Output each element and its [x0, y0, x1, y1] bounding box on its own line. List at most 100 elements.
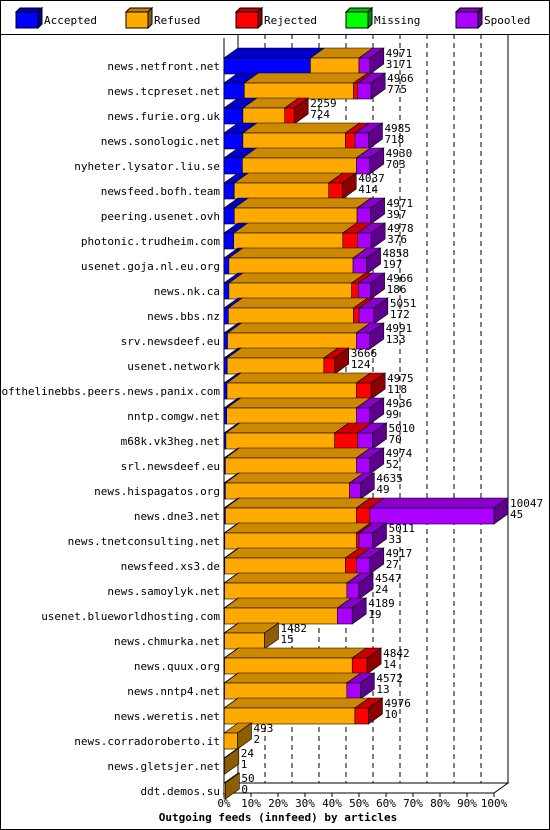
- bar-top-refused: [243, 72, 369, 84]
- bar-srv-newsdeef-eu: [223, 322, 385, 350]
- bar-segment-accepted: [223, 357, 228, 375]
- offered-value-label: 1482: [281, 622, 308, 635]
- bar-segment-accepted: [223, 332, 228, 350]
- legend-item-refused: Refused: [124, 6, 200, 30]
- x-tick-label: 80%: [430, 797, 450, 810]
- accepted-value-label: 703: [386, 158, 406, 171]
- bar-side: [366, 247, 381, 275]
- accepted-value-label: 118: [387, 383, 407, 396]
- bar-segment-accepted: [223, 307, 229, 325]
- bar-segment-accepted: [223, 132, 244, 150]
- bar-segment-spooled: [346, 682, 361, 700]
- offered-value-label: 4974: [386, 447, 413, 460]
- legend-label: Refused: [154, 14, 200, 27]
- bar-top-refused: [233, 172, 344, 184]
- bar-side: [358, 572, 374, 600]
- bar-top-refused: [227, 247, 368, 259]
- category-label: m68k.vk3heg.net: [121, 435, 220, 448]
- bar-segment-refused: [224, 532, 357, 550]
- category-label: srl.newsdeef.eu: [121, 460, 220, 473]
- bar-segment-rejected: [351, 657, 368, 675]
- bar-segment-spooled: [352, 257, 367, 275]
- bar-top-refused: [224, 472, 365, 484]
- legend-swatch-accepted: [15, 11, 39, 29]
- bar-news-furie-org-uk: [223, 97, 310, 125]
- bar-newsfeed-xs3-de: [223, 547, 385, 575]
- bar-segment-spooled: [356, 207, 371, 225]
- category-label: news.chmurka.net: [114, 635, 220, 648]
- bar-segment-accepted: [223, 107, 244, 125]
- bar-segment-refused: [226, 382, 357, 400]
- legend-item-accepted: Accepted: [14, 6, 97, 30]
- bar-news-bbs-nz: [223, 297, 389, 325]
- bar-news-chmurka-net: [223, 622, 280, 650]
- bar-top-refused: [223, 547, 361, 559]
- legend-label: Accepted: [44, 14, 97, 27]
- category-label: news.nntp4.net: [127, 685, 220, 698]
- x-axis-title: Outgoing feeds (innfeed) by articles: [159, 811, 397, 824]
- offered-value-label: 4037: [358, 172, 385, 185]
- bar-segment-spooled: [358, 57, 371, 75]
- bar-segment-spooled: [349, 482, 361, 500]
- accepted-value-label: 52: [386, 458, 399, 471]
- bar-top-refused: [227, 272, 367, 284]
- bar-side: [370, 372, 386, 400]
- offered-value-label: 4966: [387, 72, 414, 85]
- offered-value-label: 4971: [387, 197, 414, 210]
- bar-top-refused: [223, 697, 370, 709]
- bar-top-refused: [226, 347, 339, 359]
- category-label: usenet.goja.nl.eu.org: [81, 260, 220, 273]
- offered-value-label: 4842: [383, 647, 410, 660]
- x-tick-label: 20%: [268, 797, 288, 810]
- bar-segment-refused: [224, 582, 348, 600]
- legend-label: Spooled: [484, 14, 530, 27]
- bar-segment-rejected: [355, 382, 372, 400]
- category-label: peering.usenet.ovh: [101, 210, 220, 223]
- bar-side: [370, 272, 385, 300]
- bar-top-refused: [223, 522, 372, 534]
- accepted-value-label: 70: [389, 433, 402, 446]
- bar-side: [370, 222, 386, 250]
- x-tick-label: 40%: [322, 797, 342, 810]
- bar-segment-accepted: [223, 382, 228, 400]
- bar-segment-refused: [228, 282, 353, 300]
- offered-value-label: 4547: [375, 572, 402, 585]
- bar-photonic-trudheim-com: [223, 222, 387, 250]
- accepted-value-label: 49: [376, 483, 389, 496]
- x-tick-label: 10%: [241, 797, 261, 810]
- bar-top-refused: [223, 647, 368, 659]
- bar-segment-refused: [242, 157, 357, 175]
- bar-segment-accepted: [223, 257, 230, 275]
- bar-segment-refused: [233, 232, 344, 250]
- offered-value-label: 4936: [386, 397, 413, 410]
- bars: [223, 47, 509, 800]
- bar-top-refused: [227, 297, 369, 309]
- bar-side: [372, 522, 387, 550]
- bar-news-weretis-net: [223, 697, 384, 725]
- bar-segment-spooled: [337, 607, 353, 625]
- accepted-value-label: 1: [241, 758, 248, 771]
- bar-top-refused: [224, 497, 372, 509]
- accepted-value-label: 15: [281, 633, 294, 646]
- bar-top-spooled: [368, 497, 509, 509]
- offered-value-label: 493: [254, 722, 274, 735]
- bar-side: [369, 322, 385, 350]
- offered-value-label: 4971: [386, 47, 413, 60]
- bar-segment-refused: [224, 557, 346, 575]
- offered-value-label: 4635: [376, 472, 403, 485]
- bar-top-refused: [241, 147, 372, 159]
- accepted-value-label: 19: [368, 608, 381, 621]
- bar-segment-refused: [242, 132, 346, 150]
- bar-segment-rejected: [345, 132, 356, 150]
- bar-segment-refused: [224, 682, 348, 700]
- x-axis: 0% 10% 20% 30% 40% 50% 60% 70% 80% 90% 100%: [217, 793, 508, 810]
- category-label: news.furie.org.uk: [107, 110, 220, 123]
- bar-top-refused: [226, 322, 372, 334]
- accepted-value-label: 0: [241, 783, 248, 796]
- bar-side: [293, 97, 309, 125]
- bar-segment-rejected: [353, 82, 358, 100]
- bar-usenet-goja-nl-eu-org: [223, 247, 382, 275]
- value-labels: 4971317149667752259724498571849307034037…: [241, 47, 543, 796]
- category-label: nntp.comgw.net: [127, 410, 220, 423]
